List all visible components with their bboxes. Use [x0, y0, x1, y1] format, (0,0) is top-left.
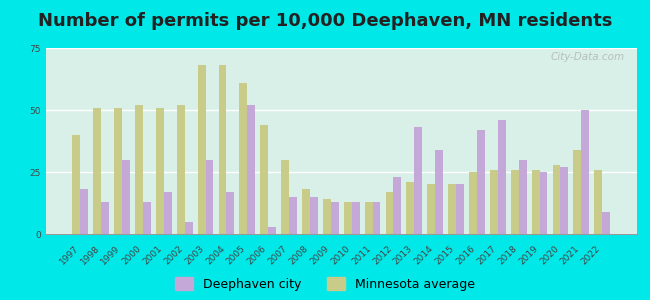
Bar: [205, 160, 213, 234]
Bar: [239, 83, 247, 234]
Bar: [122, 160, 130, 234]
Bar: [101, 202, 109, 234]
Bar: [594, 169, 602, 234]
Bar: [490, 169, 498, 234]
Bar: [344, 202, 352, 234]
Bar: [352, 202, 359, 234]
Bar: [511, 169, 519, 234]
Bar: [260, 125, 268, 234]
Bar: [164, 192, 172, 234]
Bar: [427, 184, 436, 234]
Bar: [268, 226, 276, 234]
Bar: [289, 197, 297, 234]
Bar: [247, 105, 255, 234]
Bar: [302, 189, 310, 234]
Bar: [469, 172, 477, 234]
Bar: [143, 202, 151, 234]
Bar: [448, 184, 456, 234]
Bar: [540, 172, 547, 234]
Bar: [519, 160, 526, 234]
Bar: [552, 165, 560, 234]
Bar: [393, 177, 401, 234]
Bar: [532, 169, 539, 234]
Bar: [156, 107, 164, 234]
Bar: [72, 135, 81, 234]
Bar: [414, 128, 422, 234]
Bar: [331, 202, 339, 234]
Bar: [177, 105, 185, 234]
Bar: [560, 167, 568, 234]
Bar: [436, 150, 443, 234]
Bar: [281, 160, 289, 234]
Bar: [185, 222, 192, 234]
Text: Number of permits per 10,000 Deephaven, MN residents: Number of permits per 10,000 Deephaven, …: [38, 12, 612, 30]
Bar: [81, 189, 88, 234]
Bar: [310, 197, 318, 234]
Bar: [581, 110, 590, 234]
Bar: [602, 212, 610, 234]
Bar: [114, 107, 122, 234]
Bar: [323, 199, 331, 234]
Text: City-Data.com: City-Data.com: [551, 52, 625, 62]
Bar: [372, 202, 380, 234]
Bar: [573, 150, 581, 234]
Bar: [226, 192, 235, 234]
Bar: [477, 130, 485, 234]
Bar: [135, 105, 143, 234]
Bar: [93, 107, 101, 234]
Bar: [498, 120, 506, 234]
Bar: [198, 65, 205, 234]
Legend: Deephaven city, Minnesota average: Deephaven city, Minnesota average: [175, 277, 475, 291]
Bar: [218, 65, 226, 234]
Bar: [385, 192, 393, 234]
Bar: [406, 182, 414, 234]
Bar: [456, 184, 464, 234]
Bar: [365, 202, 372, 234]
